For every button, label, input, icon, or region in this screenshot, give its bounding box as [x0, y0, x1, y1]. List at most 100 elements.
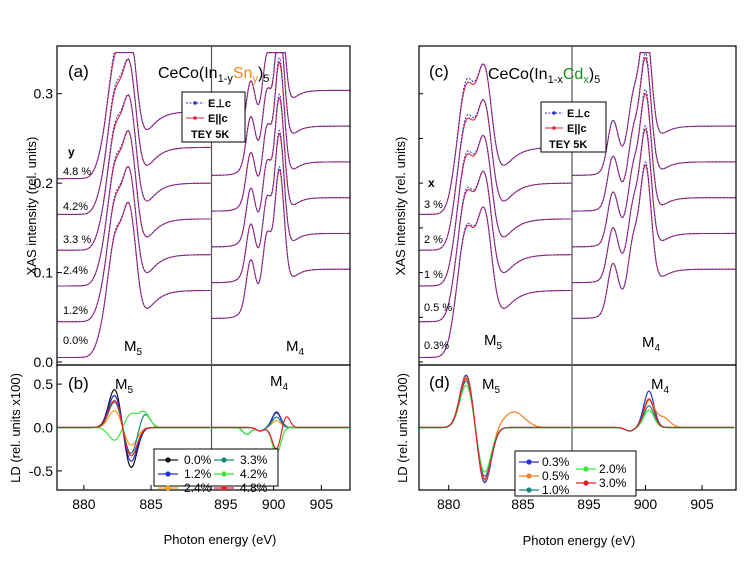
- ld-legend-entry: 4.2%: [240, 467, 268, 481]
- ld-series-line: [57, 399, 211, 457]
- edge-label-m4-b: M4: [270, 373, 289, 393]
- x-axis-label-left: Photon energy (eV): [164, 532, 277, 547]
- xas-spectrum-perp: [57, 58, 211, 215]
- legend-a: E⊥c E||c TEY 5K: [181, 91, 246, 143]
- right-panel: 880 885 895 900 905 (c) (d) CeCo(In1-xCdx)5 …: [393, 45, 737, 548]
- legend-par-c: E||c: [567, 123, 587, 135]
- xas-spectrum-perp: [572, 88, 736, 248]
- x-tick-label: 885: [511, 496, 535, 512]
- ld-series-line: [572, 390, 735, 432]
- xas-spectrum-par: [572, 92, 736, 248]
- edge-label-m4-a: M4: [286, 338, 305, 358]
- legend-par-marker-a: [193, 116, 197, 120]
- edge-label-m5-d: M5: [482, 376, 501, 396]
- xas-spectra-c: [419, 52, 736, 359]
- x-tick-label: 905: [310, 496, 334, 512]
- edge-label-m5-c: M5: [484, 332, 503, 352]
- spectrum-label: 0.0%: [63, 335, 88, 347]
- edge-label-m5-b: M5: [115, 376, 134, 396]
- spectrum-label: 0.3%: [424, 340, 449, 352]
- formula-c: CeCo(In1-xCdx)5: [488, 66, 600, 86]
- ld-spectra-b: [57, 388, 349, 468]
- legend-cond-c: TEY 5K: [549, 139, 587, 151]
- ld-legend-entry: 2.0%: [599, 462, 627, 476]
- spectrum-label: 1.2%: [63, 305, 88, 317]
- y-axis-label-d: LD (rel. units x100): [395, 373, 410, 483]
- legend-cond-a: TEY 5K: [191, 129, 229, 141]
- xas-spectrum-perp: [212, 52, 350, 140]
- legend-par-a: E||c: [208, 113, 228, 125]
- ld-legend-entry: 3.0%: [599, 476, 627, 490]
- legend-perp-c: E⊥c: [567, 108, 590, 120]
- xas-spectrum-perp: [57, 93, 211, 251]
- legend-box-c: [540, 101, 607, 153]
- spectra-labels-c: 0.3% 0.5 % 1 % 2 % 3 %: [424, 199, 452, 352]
- ld-legend-box-b: [153, 448, 279, 487]
- ld-spectra-d: [419, 374, 735, 484]
- ld-legend-entry: 0.0%: [184, 453, 212, 467]
- spectrum-label: 0.5 %: [424, 302, 452, 314]
- ld-legend-marker: [526, 487, 532, 493]
- xas-spectrum-perp: [419, 98, 572, 251]
- x-tick-label: 880: [72, 496, 96, 512]
- spectra-labels-a: 0.0% 1.2% 2.4% 3.3 % 4.2% 4.8 %: [63, 166, 91, 347]
- y-axis-label-c: XAS intensity (rel. units): [393, 137, 408, 276]
- xas-spectrum-perp: [212, 93, 350, 248]
- legend-box-a: [181, 91, 246, 143]
- y-tick-label: 0.2: [34, 175, 54, 191]
- ld-legend-entry: 4.8%: [240, 481, 268, 495]
- xas-spectrum-perp: [57, 165, 211, 323]
- spectrum-label: 3.3 %: [63, 234, 91, 246]
- ld-series-line: [212, 416, 349, 435]
- x-tick-label: 895: [577, 496, 601, 512]
- spectrum-label: 4.2%: [63, 201, 88, 213]
- formula-a: CeCo(In1-ySny)5: [158, 65, 269, 85]
- xas-spectrum-perp: [572, 161, 736, 319]
- legend-perp-marker-a: [193, 101, 197, 105]
- x-tick-label: 905: [690, 496, 714, 512]
- ld-legend-marker: [526, 473, 532, 479]
- plot-frame-c: [418, 45, 737, 366]
- ld-legend-swatches-d: [519, 459, 596, 493]
- x-tick-label: 880: [437, 496, 461, 512]
- ld-series-line: [57, 410, 211, 441]
- ld-legend-swatches-b: [158, 457, 234, 491]
- x-tick-label: 900: [634, 496, 658, 512]
- legend-c: E⊥c E||c TEY 5K: [540, 101, 607, 153]
- xas-spectrum-perp: [572, 52, 736, 212]
- xas-spectrum-par: [212, 168, 350, 319]
- doping-var-y: y: [68, 145, 75, 159]
- doping-var-x: x: [428, 176, 435, 190]
- ld-legend-entry: 2.4%: [184, 481, 212, 495]
- legend-par-marker-c: [552, 126, 556, 130]
- y-tick-label: 0.3: [34, 86, 54, 102]
- ld-series-line: [212, 412, 349, 432]
- xas-spectrum-par: [212, 133, 350, 284]
- xas-spectrum-perp: [212, 129, 350, 284]
- x-tick-label: 900: [262, 496, 286, 512]
- xas-spectrum-perp: [212, 166, 350, 319]
- edge-label-m4-c: M4: [642, 334, 661, 354]
- xas-spectra-a: [57, 52, 350, 359]
- y-axis-label-b: LD (rel. units x100): [8, 373, 23, 483]
- ld-legend-marker: [526, 459, 532, 465]
- xas-spectrum-perp: [419, 206, 572, 358]
- legend-perp-a: E⊥c: [208, 98, 231, 110]
- ld-legend-marker: [221, 485, 227, 491]
- edge-label-m4-d: M4: [651, 376, 670, 396]
- left-panel: 880 885 895 900 905 0.0 0.1 0.2 0.3 -0.5 0.0 0.5 (a…: [8, 45, 351, 547]
- xas-spectrum-perp: [57, 201, 211, 358]
- y-tick-label: 0.0: [34, 354, 54, 370]
- panel-label-b: (b): [68, 374, 89, 393]
- ld-legend-d: 0.3% 0.5% 1.0% 2.0% 3.0%: [514, 450, 637, 497]
- ld-series-line: [212, 416, 349, 450]
- ld-legend-entry: 0.5%: [542, 469, 570, 483]
- spectrum-label: 3 %: [424, 199, 443, 211]
- xas-spectrum-perp: [212, 57, 350, 212]
- y-tick-label: 0.1: [34, 265, 54, 281]
- edge-label-m5-a: M5: [124, 338, 143, 358]
- y-tick-label: -0.5: [29, 463, 53, 479]
- spectrum-label: 4.8 %: [63, 166, 91, 178]
- x-axis-label-right: Photon energy (eV): [523, 533, 636, 548]
